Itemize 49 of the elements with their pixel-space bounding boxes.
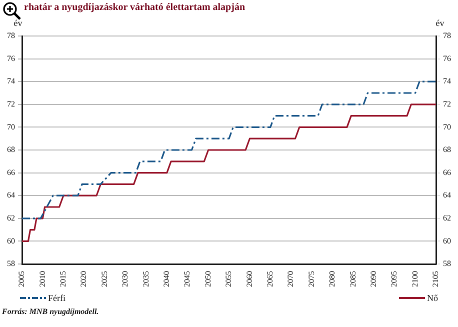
- text: Forrás: MNB nyugdíjmodell.: [2, 307, 99, 316]
- y2-axis-title: év: [436, 18, 445, 28]
- y2-tick-label: 74: [443, 76, 451, 86]
- x-tick-label: 2060: [244, 271, 254, 287]
- y-tick-label: 64: [7, 190, 15, 200]
- x-tick-label: 2045: [182, 271, 192, 287]
- x-tick-label: 2030: [120, 271, 130, 287]
- y-tick-label: 58: [7, 259, 15, 268]
- x-tick-label: 2085: [348, 271, 358, 287]
- x-tick-label: 2050: [203, 271, 212, 287]
- y2-tick-label: 72: [443, 99, 451, 108]
- y2-tick-label: 68: [443, 145, 451, 154]
- x-tick-label: 2095: [390, 271, 399, 287]
- x-tick-label: 2055: [224, 271, 234, 287]
- y-tick-label: 76: [7, 54, 15, 63]
- x-tick-label: 2090: [368, 271, 378, 287]
- x-tick-label: 2105: [431, 271, 440, 287]
- y-tick-label: 62: [7, 213, 15, 222]
- x-tick-label: 2065: [265, 271, 274, 287]
- legend-label: Férfi: [48, 293, 66, 303]
- y2-tick-label: 58: [443, 259, 451, 268]
- y2-tick-label: 62: [443, 213, 451, 222]
- y2-tick-label: 66: [443, 168, 451, 177]
- x-tick-label: 2100: [410, 271, 420, 287]
- y-tick-label: 70: [7, 122, 15, 132]
- y-tick-label: 78: [7, 31, 15, 40]
- x-tick-label: 2040: [162, 271, 171, 287]
- x-tick-label: 2015: [58, 271, 68, 287]
- legend-label: Nő: [427, 293, 438, 303]
- y-tick-label: 74: [7, 76, 15, 86]
- y-axis-title: év: [14, 18, 23, 28]
- y2-tick-label: 60: [443, 236, 451, 246]
- x-tick-label: 2025: [100, 271, 109, 287]
- x-tick-label: 2020: [79, 271, 88, 287]
- y-tick-label: 72: [7, 99, 15, 108]
- chart-title: rhatár a nyugdíjazáskor várható élettartam alapján: [24, 2, 246, 13]
- y-tick-label: 66: [7, 168, 15, 177]
- x-tick-label: 2075: [306, 271, 316, 287]
- y-tick-label: 68: [7, 145, 15, 154]
- y2-tick-label: 70: [443, 122, 451, 132]
- x-tick-label: 2010: [38, 271, 47, 287]
- y2-tick-label: 78: [443, 31, 451, 40]
- y2-tick-label: 76: [443, 54, 451, 63]
- x-tick-label: 2005: [17, 271, 26, 287]
- x-tick-label: 2080: [328, 271, 337, 287]
- y2-tick-label: 64: [443, 190, 451, 200]
- x-tick-label: 2070: [286, 271, 296, 287]
- y-tick-label: 60: [7, 236, 15, 246]
- x-tick-label: 2035: [141, 271, 150, 287]
